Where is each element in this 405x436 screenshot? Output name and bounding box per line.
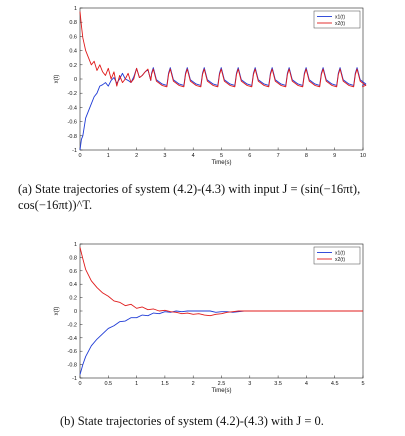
y-tick-label: -0.4 bbox=[68, 105, 77, 111]
y-axis-label: x(t) bbox=[54, 307, 60, 316]
x-tick-label: 2 bbox=[192, 381, 195, 387]
x-tick-label: 2 bbox=[135, 153, 138, 159]
chart-panel-a: 0 1 2 3 4 5 6 7 8 9 10 1 0.8 0.6 0.4 0.2 0 -0.2 -0.4 -0.6 -0… bbox=[18, 6, 367, 212]
y-tick-label: -0.8 bbox=[68, 134, 77, 140]
y-tick-label: 0.4 bbox=[69, 49, 77, 55]
x-tick-label: 3.5 bbox=[274, 381, 282, 387]
x-tick-label: 5 bbox=[220, 153, 223, 159]
y-tick-label: -0.6 bbox=[68, 349, 77, 355]
series-line-x1t bbox=[79, 310, 363, 375]
series-line-x2t bbox=[79, 11, 367, 88]
x-tick-label: 4.5 bbox=[331, 381, 339, 387]
y-tick-label: 0.2 bbox=[69, 63, 77, 69]
y-tick-label: 0 bbox=[74, 77, 77, 83]
legend-box bbox=[313, 10, 361, 29]
legend-label: x1(t) bbox=[335, 250, 345, 256]
x-tick-label: 1.5 bbox=[161, 381, 169, 387]
chart-a-svg: 0 1 2 3 4 5 6 7 8 9 10 1 0.8 0.6 0.4 0.2 0 -0.2 -0.4 -0.6 -0… bbox=[54, 6, 367, 166]
y-axis-label: x(t) bbox=[54, 75, 60, 84]
x-tick-label: 10 bbox=[360, 153, 366, 159]
caption-a: (a) State trajectories of system (4.2)-(… bbox=[18, 182, 361, 212]
y-tick-label: -0.4 bbox=[68, 336, 77, 342]
y-tick-label: 1 bbox=[74, 6, 77, 12]
x-axis-label: Time(s) bbox=[211, 160, 231, 166]
y-tick-label: 0.8 bbox=[69, 255, 77, 261]
y-tick-label: 0.2 bbox=[69, 296, 77, 302]
legend-box bbox=[313, 246, 361, 265]
x-tick-label: 1 bbox=[135, 381, 138, 387]
legend-label: x2(t) bbox=[335, 257, 345, 263]
x-tick-label: 1 bbox=[107, 153, 110, 159]
x-tick-label: 0.5 bbox=[104, 381, 112, 387]
y-tick-label: 0.6 bbox=[69, 269, 77, 275]
y-tick-label: 0.6 bbox=[69, 34, 77, 40]
x-tick-label: 9 bbox=[333, 153, 336, 159]
y-tick-label: -1 bbox=[72, 148, 77, 154]
x-tick-label: 4 bbox=[192, 153, 195, 159]
legend-label: x2(t) bbox=[335, 21, 345, 27]
series-line-x1t bbox=[79, 67, 367, 151]
x-tick-label: 0 bbox=[78, 381, 81, 387]
y-tick-label: -0.8 bbox=[68, 363, 77, 369]
y-tick-label: -0.2 bbox=[68, 91, 77, 97]
x-tick-label: 3 bbox=[248, 381, 251, 387]
x-tick-label: 2.5 bbox=[218, 381, 226, 387]
y-tick-label: 1 bbox=[74, 242, 77, 248]
chart-b-svg: 0 0.5 1 1.5 2 2.5 3 3.5 4 4.5 5 1 0.8 0.6 0.4 0.2 0 -0.2 -… bbox=[54, 242, 365, 394]
x-tick-label: 6 bbox=[248, 153, 251, 159]
x-tick-label: 8 bbox=[305, 153, 308, 159]
y-tick-label: -1 bbox=[72, 376, 77, 382]
legend-label: x1(t) bbox=[335, 14, 345, 20]
y-tick-label: 0.8 bbox=[69, 20, 77, 26]
y-tick-label: 0.4 bbox=[69, 282, 77, 288]
caption-b: (b) State trajectories of system (4.2)-(… bbox=[60, 414, 324, 428]
x-tick-label: 4 bbox=[305, 381, 308, 387]
x-tick-label: 3 bbox=[163, 153, 166, 159]
y-tick-label: -0.2 bbox=[68, 322, 77, 328]
x-tick-label: 0 bbox=[78, 153, 81, 159]
x-tick-label: 5 bbox=[361, 381, 364, 387]
x-tick-label: 7 bbox=[277, 153, 280, 159]
series-line-x2t bbox=[79, 247, 363, 317]
y-tick-label: 0 bbox=[74, 309, 77, 315]
y-tick-label: -0.6 bbox=[68, 120, 77, 126]
chart-panel-b: 0 0.5 1 1.5 2 2.5 3 3.5 4 4.5 5 1 0.8 0.6 0.4 0.2 0 -0.2 -… bbox=[0, 238, 405, 436]
x-axis-label: Time(s) bbox=[211, 388, 231, 394]
